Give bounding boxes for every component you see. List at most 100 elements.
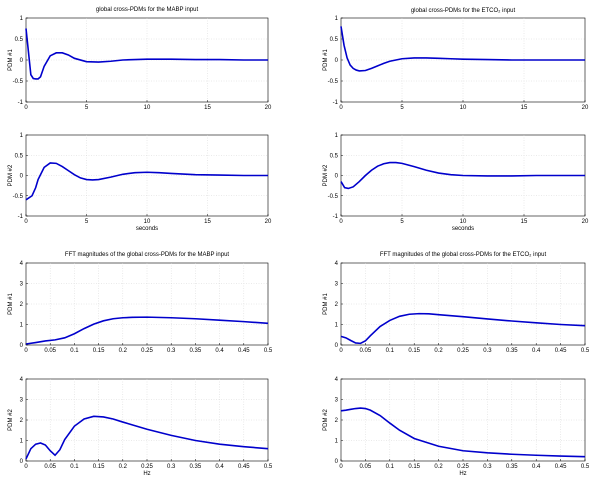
x-tick-label: 0.1 bbox=[70, 348, 79, 354]
y-tick-label: 0 bbox=[20, 459, 24, 465]
x-tick-label: 5 bbox=[85, 105, 89, 111]
x-tick-label: 0 bbox=[339, 464, 343, 470]
y-tick-label: 2 bbox=[335, 418, 339, 424]
y-tick-label: 3 bbox=[335, 282, 339, 288]
y-axis-label: PDM #2 bbox=[323, 164, 329, 186]
series-line bbox=[25, 316, 269, 345]
x-tick-label: 0.45 bbox=[238, 348, 250, 354]
series-line bbox=[25, 162, 268, 201]
x-tick-label: 0.3 bbox=[167, 348, 176, 354]
y-tick-label: 0.5 bbox=[330, 37, 339, 43]
y-axis-label: PDM #1 bbox=[8, 49, 14, 71]
x-axis-label: Hz bbox=[143, 471, 150, 477]
x-tick-label: 0.05 bbox=[360, 464, 372, 470]
x-tick-label: 10 bbox=[144, 105, 151, 111]
y-tick-label: 3 bbox=[335, 398, 339, 404]
x-tick-label: 0.4 bbox=[532, 464, 541, 470]
y-tick-label: 2 bbox=[20, 302, 24, 308]
x-tick-label: 0.35 bbox=[190, 464, 202, 470]
y-axis-label: PDM #2 bbox=[8, 409, 14, 431]
x-tick-label: 0 bbox=[339, 105, 343, 111]
y-tick-label: 4 bbox=[20, 261, 24, 267]
x-tick-label: 0.5 bbox=[581, 348, 590, 354]
y-tick-label: 1 bbox=[20, 16, 24, 22]
y-tick-label: -1 bbox=[18, 100, 24, 106]
x-tick-label: 0.05 bbox=[44, 464, 56, 470]
y-tick-label: 1 bbox=[335, 16, 339, 22]
y-tick-label: 0 bbox=[335, 459, 339, 465]
x-tick-label: 0.05 bbox=[360, 348, 372, 354]
y-tick-label: -1 bbox=[333, 100, 339, 106]
x-tick-label: 10 bbox=[144, 219, 151, 225]
x-tick-label: 0.15 bbox=[93, 348, 105, 354]
x-tick-label: 10 bbox=[460, 105, 467, 111]
y-tick-label: -1 bbox=[333, 214, 339, 220]
y-tick-label: -0.5 bbox=[328, 194, 339, 200]
x-tick-label: 0.5 bbox=[264, 464, 273, 470]
y-axis-label: PDM #2 bbox=[323, 409, 329, 431]
x-tick-label: 0 bbox=[24, 219, 28, 225]
plot-title: global cross-PDMs for the MABP input bbox=[96, 7, 199, 13]
x-tick-label: 0 bbox=[339, 348, 343, 354]
x-axis-label: Hz bbox=[459, 471, 466, 477]
x-tick-label: 0 bbox=[24, 464, 28, 470]
x-tick-label: 0.2 bbox=[119, 464, 128, 470]
y-tick-label: 1 bbox=[20, 323, 24, 329]
x-tick-label: 0.25 bbox=[141, 348, 153, 354]
x-tick-label: 20 bbox=[582, 105, 589, 111]
x-tick-label: 0.4 bbox=[215, 464, 224, 470]
x-tick-label: 5 bbox=[400, 219, 404, 225]
x-tick-label: 0.25 bbox=[457, 348, 469, 354]
plot-panel-5: 0 0.05 0.1 0.15 0.2 0.25 0.3 0.35 0.4 0.45 0.5 0 1 2 3… bbox=[8, 252, 273, 354]
y-tick-label: -0.5 bbox=[13, 194, 24, 200]
x-tick-label: 20 bbox=[582, 219, 589, 225]
y-tick-label: 0.5 bbox=[15, 153, 24, 159]
x-tick-label: 0.4 bbox=[532, 348, 541, 354]
x-tick-label: 15 bbox=[521, 219, 528, 225]
plot-panel-2: 0 5 10 15 20 -1 -0.5 0 0.5 1 global cross-PDMs for… bbox=[323, 8, 589, 111]
y-axis-label: PDM #2 bbox=[8, 164, 14, 186]
y-tick-label: 0 bbox=[20, 174, 24, 180]
plot-panel-1: 0 5 10 15 20 -1 -0.5 0 0.5 1 global cross-PDMs for… bbox=[8, 7, 272, 111]
y-tick-label: 4 bbox=[335, 377, 339, 383]
x-tick-label: 0.3 bbox=[483, 464, 492, 470]
series-line bbox=[25, 415, 269, 460]
y-tick-label: 1 bbox=[335, 439, 339, 445]
x-axis-label: seconds bbox=[452, 226, 474, 232]
x-tick-label: 0.2 bbox=[434, 348, 443, 354]
plot-panel-7: 0 0.05 0.1 0.15 0.2 0.25 0.3 0.35 0.4 0.45 0.5 0 1 2 3… bbox=[8, 377, 273, 477]
y-tick-label: -1 bbox=[18, 214, 24, 220]
y-tick-label: 3 bbox=[20, 398, 24, 404]
y-tick-label: 0 bbox=[335, 174, 339, 180]
plot-panel-8: 0 0.05 0.1 0.15 0.2 0.25 0.3 0.35 0.4 0.45 0.5 0 1 2 3… bbox=[323, 377, 590, 477]
y-tick-label: 1 bbox=[335, 133, 339, 139]
x-axis-label: seconds bbox=[136, 226, 158, 232]
x-tick-label: 0 bbox=[339, 219, 343, 225]
x-tick-label: 0.15 bbox=[408, 464, 420, 470]
y-tick-label: 2 bbox=[20, 418, 24, 424]
series-line bbox=[340, 26, 585, 72]
x-tick-label: 5 bbox=[400, 105, 404, 111]
y-tick-label: 1 bbox=[20, 439, 24, 445]
y-axis-label: PDM #1 bbox=[323, 49, 329, 71]
series-line bbox=[340, 407, 586, 458]
x-tick-label: 0.1 bbox=[70, 464, 79, 470]
y-axis-label: PDM #1 bbox=[8, 293, 14, 315]
x-tick-label: 15 bbox=[521, 105, 528, 111]
plot-panel-6: 0 0.05 0.1 0.15 0.2 0.25 0.3 0.35 0.4 0.45 0.5 0 1 2 3… bbox=[323, 252, 590, 354]
plot-title: FFT magnitudes of the global cross-PDMs … bbox=[65, 252, 230, 258]
plot-title: global cross-PDMs for the ETCO₂ input bbox=[411, 8, 516, 14]
x-tick-label: 5 bbox=[85, 219, 89, 225]
x-tick-label: 20 bbox=[265, 219, 272, 225]
x-tick-label: 0.35 bbox=[190, 348, 202, 354]
y-tick-label: 4 bbox=[335, 261, 339, 267]
x-tick-label: 20 bbox=[265, 105, 272, 111]
x-tick-label: 15 bbox=[204, 105, 211, 111]
y-tick-label: 3 bbox=[20, 282, 24, 288]
x-tick-label: 0.15 bbox=[408, 348, 420, 354]
x-tick-label: 0 bbox=[24, 105, 28, 111]
y-tick-label: 0.5 bbox=[330, 153, 339, 159]
y-tick-label: 1 bbox=[335, 323, 339, 329]
x-tick-label: 0.25 bbox=[141, 464, 153, 470]
